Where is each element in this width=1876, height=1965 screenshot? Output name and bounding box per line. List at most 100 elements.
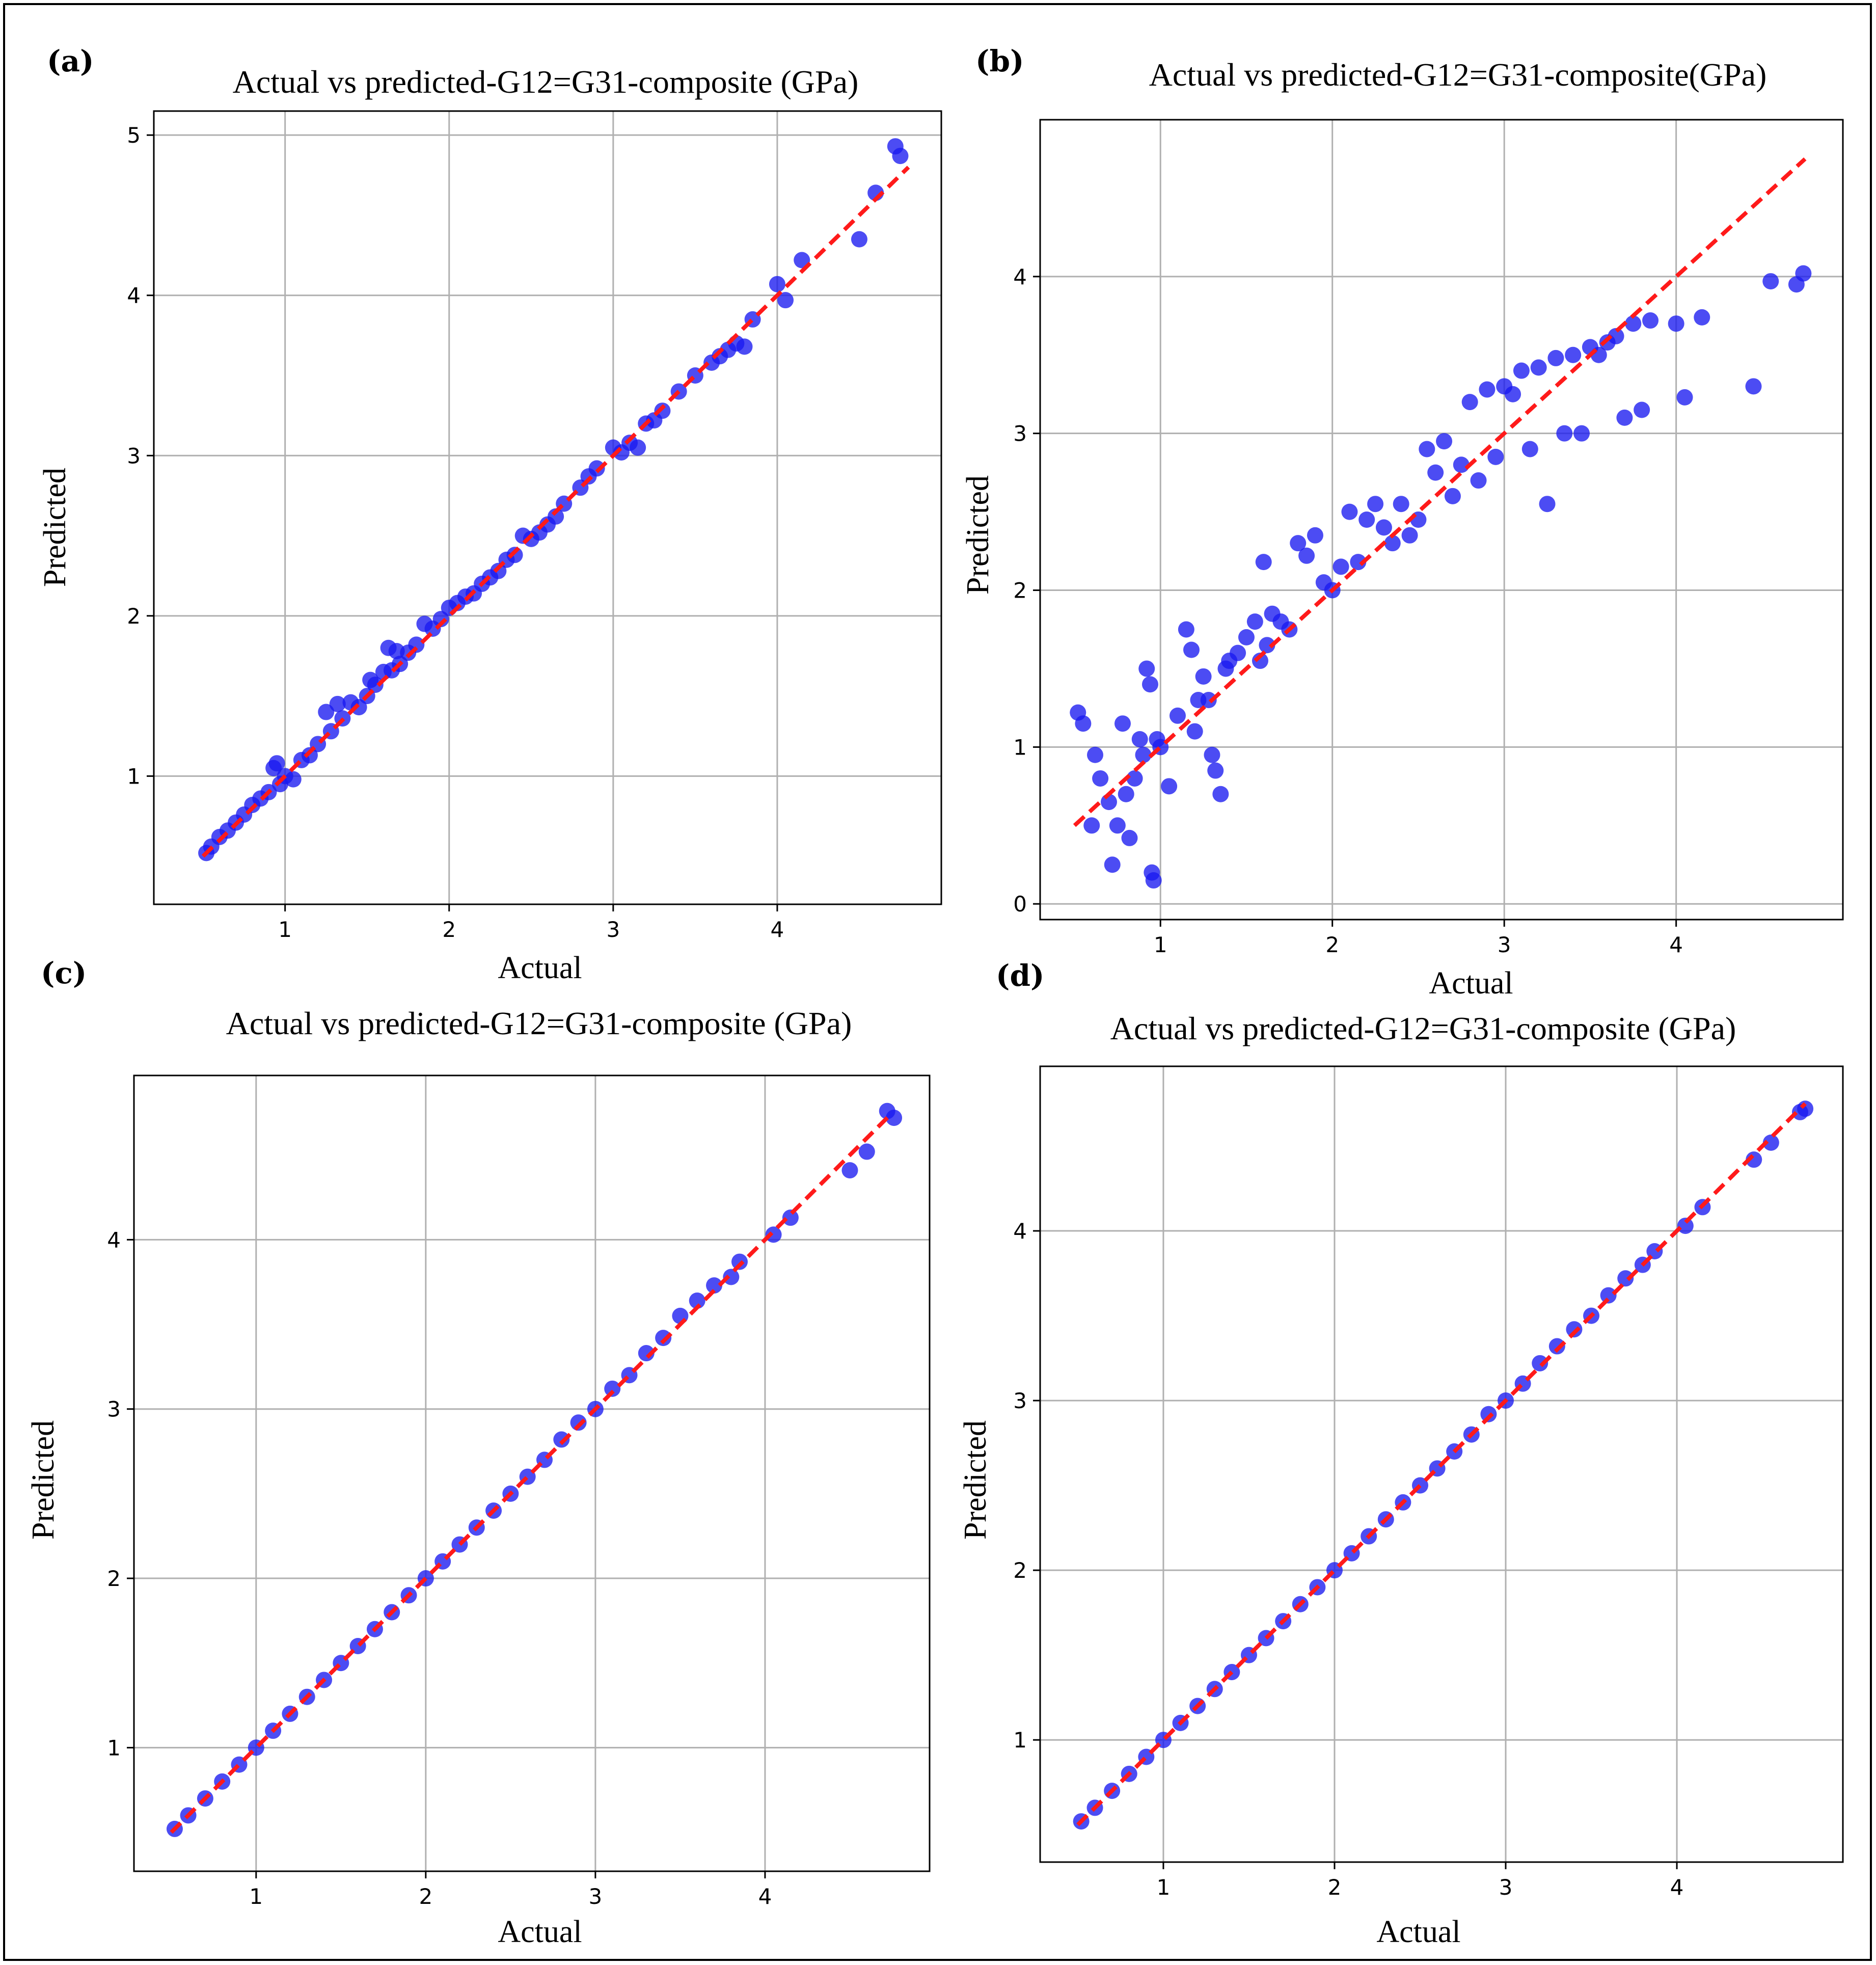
data-point: [553, 1431, 570, 1448]
data-point: [706, 1277, 723, 1294]
data-point: [1114, 715, 1131, 732]
data-point: [1419, 441, 1435, 457]
data-point: [1513, 362, 1530, 379]
data-point: [1565, 346, 1582, 363]
data-point: [1075, 715, 1092, 732]
data-point: [794, 252, 810, 268]
data-point: [570, 1414, 587, 1431]
data-point: [886, 1110, 903, 1126]
panel-label: (a): [47, 44, 94, 78]
data-point: [841, 1162, 858, 1179]
y-axis-label: Predicted: [26, 1420, 61, 1540]
data-point: [1436, 433, 1453, 450]
data-point: [1393, 496, 1409, 513]
data-point: [1298, 547, 1315, 564]
x-axis-label: Actual: [498, 951, 582, 985]
data-point: [1375, 519, 1392, 536]
data-point: [1617, 1270, 1634, 1287]
data-point: [765, 1226, 782, 1243]
data-point: [1104, 856, 1121, 873]
data-point: [1470, 472, 1487, 489]
data-point: [1797, 1100, 1814, 1117]
y-tick-label: 4: [1013, 1219, 1027, 1244]
data-point: [689, 1293, 705, 1309]
data-point: [1795, 265, 1812, 282]
data-point: [1255, 554, 1272, 571]
data-point: [1141, 676, 1158, 693]
data-point: [301, 747, 318, 764]
data-point: [408, 636, 425, 653]
data-point: [1145, 872, 1162, 889]
data-point: [1547, 349, 1564, 366]
data-point: [1745, 378, 1762, 395]
x-tick-label: 3: [589, 1884, 603, 1909]
x-axis-label: Actual: [498, 1915, 582, 1949]
data-point: [1532, 1355, 1548, 1371]
data-point: [1676, 389, 1693, 406]
data-point: [1505, 386, 1521, 402]
data-point: [1259, 637, 1275, 654]
data-point: [638, 1345, 655, 1362]
y-tick-label: 1: [1013, 735, 1027, 760]
data-point: [1086, 746, 1103, 763]
data-point: [1401, 527, 1418, 544]
data-point: [1453, 456, 1470, 473]
data-point: [548, 508, 564, 525]
panel-c: (c) Actual vs predicted-G12=G31-composite…: [26, 956, 931, 1949]
y-tick-label: 4: [127, 283, 141, 308]
y-tick-label: 1: [127, 764, 141, 789]
y-tick-label: 3: [127, 443, 141, 468]
data-point: [1556, 425, 1573, 442]
data-point: [1333, 558, 1349, 575]
data-point: [630, 439, 646, 456]
data-point: [1169, 707, 1186, 724]
x-tick-label: 1: [1157, 1875, 1171, 1900]
data-point: [1762, 1134, 1779, 1151]
data-point: [367, 677, 384, 693]
data-point: [1600, 1287, 1617, 1304]
panel-label: (d): [996, 958, 1044, 993]
data-point: [1480, 1406, 1497, 1422]
data-point: [329, 695, 346, 712]
data-point: [723, 1269, 740, 1285]
x-tick-label: 1: [1154, 932, 1167, 957]
plot-area: [153, 110, 942, 905]
data-point: [1427, 464, 1444, 481]
y-tick-label: 0: [1013, 892, 1027, 917]
data-point: [1195, 668, 1212, 685]
y-tick-label: 1: [1013, 1728, 1027, 1753]
data-point: [1207, 762, 1224, 779]
data-point: [1367, 496, 1384, 513]
y-axis-label: Predicted: [961, 475, 995, 595]
x-tick-label: 2: [1328, 1875, 1342, 1900]
data-point: [490, 562, 507, 579]
data-point: [892, 148, 909, 165]
panel-label: (b): [975, 44, 1024, 78]
chart-title: Actual vs predicted-G12=G31-composite (G…: [226, 1005, 852, 1041]
y-axis-label: Predicted: [958, 1420, 993, 1540]
x-tick-label: 4: [1670, 1875, 1684, 1900]
data-point: [769, 276, 785, 292]
data-point: [1341, 503, 1358, 520]
data-point: [1444, 488, 1461, 504]
data-point: [1178, 621, 1194, 638]
x-axis-label: Actual: [1376, 1915, 1460, 1949]
x-tick-label: 3: [1498, 932, 1511, 957]
x-tick-label: 2: [419, 1884, 432, 1909]
plot-area: [1039, 1065, 1844, 1863]
data-point: [1573, 425, 1590, 442]
chart-title: Actual vs predicted-G12=G31-composite(GP…: [1149, 57, 1767, 93]
plot-area: [1039, 119, 1844, 921]
data-point: [1230, 644, 1246, 661]
data-point: [1118, 786, 1134, 802]
y-tick-label: 5: [127, 123, 141, 148]
data-point: [1131, 731, 1148, 747]
reference-line: [1076, 1102, 1807, 1826]
data-point: [318, 704, 335, 720]
data-point: [1479, 381, 1496, 398]
data-point: [1126, 770, 1143, 787]
data-point: [1161, 778, 1178, 795]
chart-title: Actual vs predicted-G12=G31-composite (G…: [233, 64, 859, 100]
data-point: [1252, 653, 1268, 669]
x-tick-label: 3: [606, 917, 620, 942]
